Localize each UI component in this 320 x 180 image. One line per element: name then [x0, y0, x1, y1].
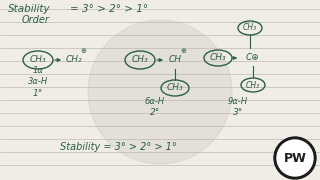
- Text: 1α: 1α: [33, 66, 44, 75]
- Text: ⊕: ⊕: [80, 48, 86, 54]
- Text: CH₂: CH₂: [66, 55, 82, 64]
- Text: PW: PW: [284, 152, 307, 165]
- Text: CH₃: CH₃: [132, 55, 148, 64]
- Text: Stability: Stability: [8, 4, 51, 14]
- Text: 6α-H: 6α-H: [145, 97, 165, 106]
- Text: 9α-H: 9α-H: [228, 97, 248, 106]
- Text: Order: Order: [22, 15, 50, 25]
- Text: 3°: 3°: [233, 108, 243, 117]
- Text: CH₃: CH₃: [246, 80, 260, 89]
- Text: CH₃: CH₃: [243, 24, 257, 33]
- Text: CH: CH: [169, 55, 181, 64]
- Text: = 3° > 2° > 1°: = 3° > 2° > 1°: [70, 4, 148, 14]
- Circle shape: [88, 20, 232, 164]
- Text: CH₃: CH₃: [30, 55, 46, 64]
- Text: 3α-H: 3α-H: [28, 77, 48, 86]
- Text: 1°: 1°: [33, 89, 43, 98]
- Text: CH₃: CH₃: [167, 84, 183, 93]
- Text: C⊕: C⊕: [246, 53, 260, 62]
- Text: CH₃: CH₃: [210, 53, 226, 62]
- Text: Stability = 3° > 2° > 1°: Stability = 3° > 2° > 1°: [60, 142, 177, 152]
- Text: 2°: 2°: [150, 108, 160, 117]
- Text: ⊕: ⊕: [180, 48, 186, 54]
- Circle shape: [277, 140, 313, 176]
- Circle shape: [274, 137, 316, 179]
